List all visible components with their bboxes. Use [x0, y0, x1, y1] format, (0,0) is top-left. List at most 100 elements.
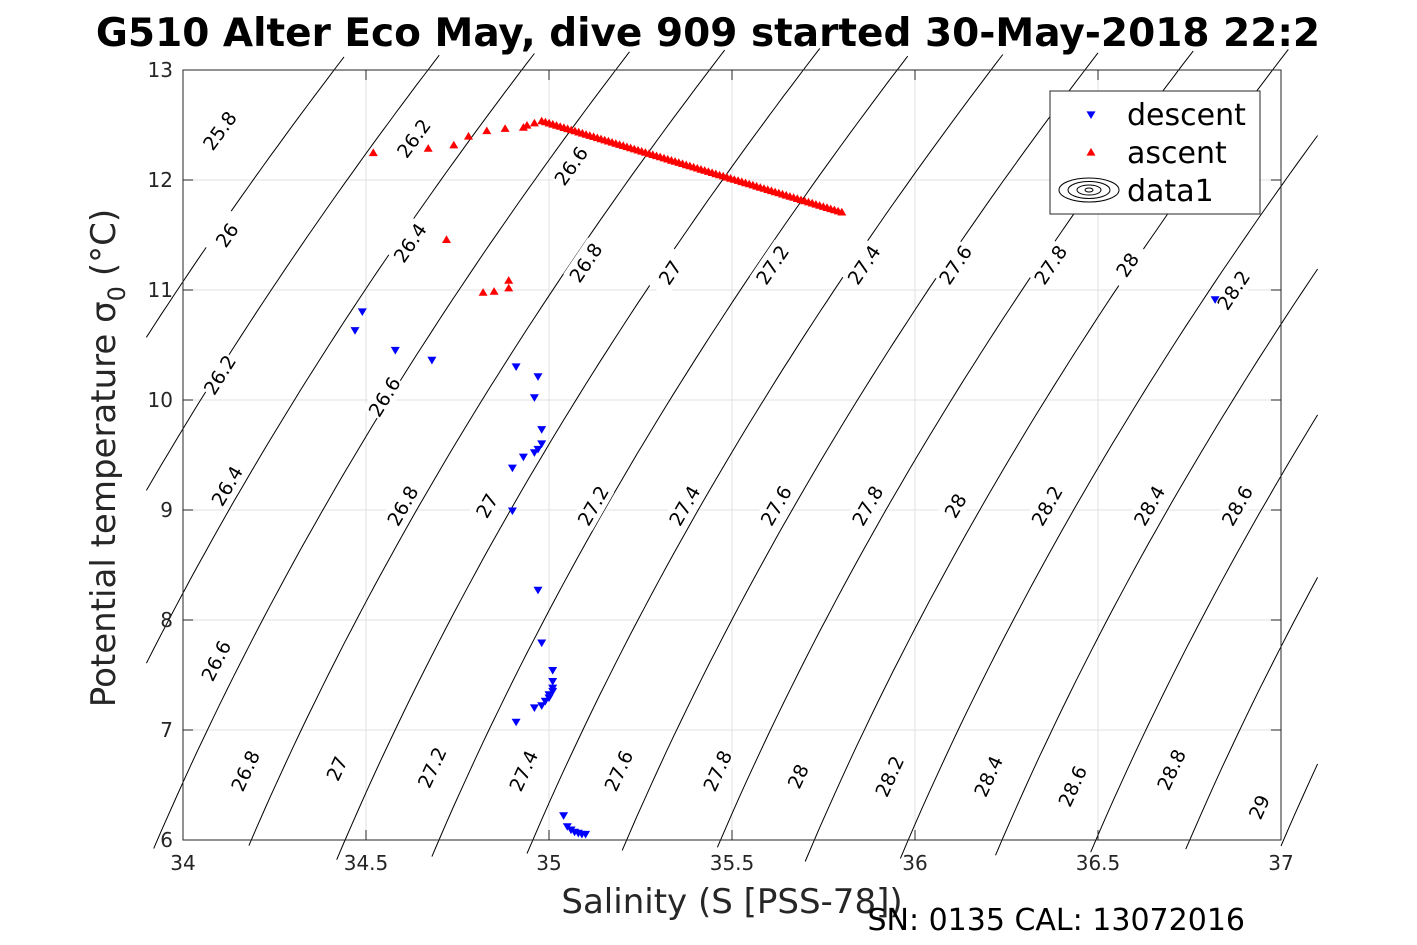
ascent-point	[442, 235, 451, 243]
x-tick-label: 34	[170, 851, 195, 875]
isopycnal-label-bg	[1127, 480, 1171, 531]
y-tick-label: 9	[160, 498, 173, 522]
legend-label-data1: data1	[1127, 174, 1214, 209]
isopycnal-line	[1185, 577, 1319, 850]
y-axis-ticks: 6 7 8 9 10 11 12 13	[148, 58, 1281, 852]
ascent-point	[837, 207, 847, 216]
ascent-point	[504, 283, 514, 292]
descent-point	[518, 453, 528, 462]
isopycnal-label-bg	[841, 239, 887, 290]
descent-point	[1210, 296, 1220, 304]
ascent-point	[500, 124, 510, 132]
isopycnal-label-bg	[1052, 761, 1093, 812]
isopycnal-label-bg	[846, 480, 889, 531]
y-tick-label: 13	[148, 58, 173, 82]
isopycnal-label-bg	[316, 743, 357, 794]
isopycnal-label-bg	[197, 349, 242, 400]
x-tick-label: 37	[1268, 851, 1293, 875]
ascent-point	[368, 148, 378, 157]
y-tick-label: 12	[148, 168, 173, 192]
y-tick-label: 8	[160, 608, 173, 632]
y-tick-label: 7	[160, 718, 173, 742]
y-axis-label-subscript: 0	[103, 286, 131, 301]
isopycnal-label-bg	[647, 247, 693, 298]
isopycnal-label-bg	[563, 237, 608, 288]
isopycnal-label-bg	[1211, 265, 1256, 315]
isopycnal-label-bg	[1028, 239, 1073, 290]
x-tick-label: 36.5	[1076, 851, 1121, 875]
ascent-point	[478, 288, 488, 296]
descent-point	[548, 678, 558, 686]
isopycnal-label-bg	[196, 105, 243, 156]
isopycnal-label-bg	[968, 751, 1009, 802]
descent-point	[529, 449, 539, 457]
isopycnal-line	[145, 53, 535, 664]
isopycnal-label-bg	[548, 140, 594, 191]
isopycnal-label-bg	[387, 217, 433, 268]
isopycnal-label-bg	[503, 745, 544, 796]
legend-label-ascent: ascent	[1127, 136, 1227, 171]
descent-point	[350, 327, 360, 335]
isopycnal-line	[431, 55, 909, 857]
isopycnal-line	[1090, 414, 1319, 853]
descent-point	[507, 464, 517, 473]
isopycnal-label-bg	[697, 745, 738, 796]
isopycnal-label-bg	[1025, 480, 1069, 531]
descent-point	[507, 507, 517, 516]
isopycnal-label-bg	[465, 480, 509, 531]
ascent-point	[518, 123, 528, 131]
legend-marker-data1-contour	[1067, 181, 1111, 199]
descent-point	[566, 826, 576, 835]
descent-point	[537, 426, 547, 434]
y-axis-label: Potential temperature σ	[84, 301, 124, 707]
descent-point	[548, 667, 558, 675]
isopycnal-label-bg	[777, 751, 818, 802]
legend-marker-data1-contour	[1058, 177, 1120, 203]
descent-point	[540, 697, 550, 706]
descent-point	[537, 440, 547, 449]
data-points	[350, 116, 1220, 839]
descent-point	[581, 830, 591, 839]
isopycnal-line	[899, 135, 1319, 859]
isopycnal-label-bg	[195, 635, 237, 686]
isopycnal-label-bg	[598, 745, 639, 796]
isopycnal-label-bg	[390, 113, 437, 164]
descent-point	[537, 702, 547, 710]
isopycnal-label-bg	[205, 460, 249, 511]
ascent-point	[529, 118, 539, 127]
descent-point	[390, 346, 400, 355]
isopycnal-line	[145, 56, 345, 338]
ascent-point	[423, 144, 433, 152]
isopycnal-label-bg	[381, 480, 424, 531]
descent-point	[533, 586, 543, 595]
isopycnal-label-bg	[663, 480, 706, 531]
y-axis-label-unit: (°C)	[84, 209, 124, 276]
descent-point	[511, 363, 521, 371]
x-tick-label: 36	[902, 851, 927, 875]
isopycnal-line	[145, 54, 440, 491]
descent-point	[427, 356, 437, 365]
y-tick-label: 10	[148, 388, 173, 412]
y-tick-label: 11	[148, 278, 173, 302]
isopycnal-line	[1280, 763, 1319, 847]
legend-box	[1049, 90, 1261, 215]
isopycnal-line	[621, 52, 1099, 851]
ascent-point	[522, 121, 532, 129]
descent-point	[537, 639, 547, 648]
x-tick-label: 35.5	[710, 851, 755, 875]
descent-point	[559, 812, 569, 820]
isopycnal-label-bg	[1151, 744, 1192, 795]
legend-markers	[1058, 111, 1120, 203]
x-axis-ticks: 34 34.5 35 35.5 36 36.5 37	[170, 70, 1294, 875]
ascent-point	[464, 131, 473, 140]
x-axis-label: Salinity (S [PSS-78])	[561, 882, 902, 922]
isopycnal-label-bg	[1239, 781, 1279, 832]
isopycnal-label-bg	[750, 239, 795, 290]
isopycnal-label-bg	[571, 480, 615, 531]
isopycnal-label-bg	[225, 745, 266, 796]
footer-serial-cal: SN: 0135 CAL: 13072016	[867, 903, 1245, 938]
y-tick-label: 6	[160, 828, 173, 852]
chart-title: G510 Alter Eco May, dive 909 started 30-…	[96, 11, 1320, 56]
legend-marker-ascent	[1086, 147, 1096, 156]
